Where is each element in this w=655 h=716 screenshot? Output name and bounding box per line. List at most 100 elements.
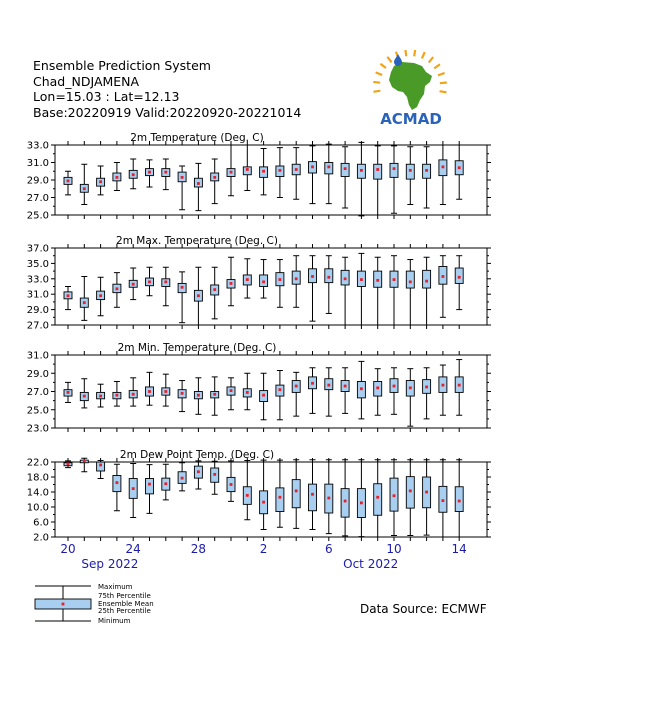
- mean-marker: [115, 393, 119, 397]
- iqr-box: [96, 461, 106, 472]
- x-month-label: Sep 2022: [81, 557, 138, 571]
- box-day-20: [373, 368, 383, 416]
- box-day-14: [275, 147, 285, 198]
- mean-marker: [164, 390, 168, 393]
- mean-marker: [197, 470, 200, 474]
- iqr-box: [308, 483, 317, 512]
- box-day-21: [389, 367, 399, 415]
- mean-marker: [164, 280, 168, 284]
- box-day-16: [308, 367, 317, 414]
- y-tick-label: 6.0: [33, 518, 49, 529]
- mean-marker: [343, 167, 347, 171]
- mean-marker: [441, 383, 445, 387]
- y-tick-label: 18.0: [27, 473, 49, 484]
- mean-marker: [294, 489, 298, 493]
- mean-marker: [180, 391, 184, 395]
- box-day-16: [308, 145, 317, 205]
- box-day-4: [112, 463, 122, 512]
- box-day-3: [96, 460, 106, 479]
- station-coordinates: Lon=15.03 : Lat=12.13: [33, 89, 180, 104]
- box-day-18: [340, 256, 350, 326]
- box-day-22: [405, 146, 415, 205]
- panel-title: 2m Dew Point Temp. (Deg. C): [120, 449, 274, 461]
- acmad-logo: ACMAD: [373, 50, 447, 128]
- mean-marker: [99, 294, 102, 298]
- box-day-6: [145, 464, 154, 514]
- box-day-8: [177, 165, 187, 211]
- mean-marker: [294, 277, 298, 281]
- box-day-23: [422, 146, 432, 209]
- legend-label-minimum: Minimum: [98, 617, 131, 625]
- mean-marker: [229, 170, 233, 174]
- x-tick-label: 14: [452, 542, 467, 556]
- box-day-13: [259, 372, 269, 421]
- box-day-10: [210, 158, 220, 205]
- box-day-17: [324, 459, 334, 535]
- mean-marker: [327, 496, 331, 500]
- mean-marker: [245, 493, 249, 497]
- box-day-11: [226, 460, 236, 502]
- box-day-24: [438, 364, 448, 416]
- y-tick-label: 23.0: [27, 424, 49, 435]
- y-tick-label: 29.0: [27, 305, 49, 316]
- box-day-2: [79, 457, 89, 473]
- box-day-22: [405, 259, 415, 326]
- y-tick-label: 27.0: [27, 387, 49, 398]
- iqr-box: [454, 486, 464, 512]
- mean-marker: [213, 175, 217, 179]
- box-day-11: [226, 377, 236, 411]
- box-day-9: [193, 266, 203, 326]
- box-day-22: [405, 368, 415, 427]
- mean-marker: [148, 280, 151, 284]
- mean-marker: [197, 294, 200, 298]
- box-day-24: [438, 255, 448, 318]
- box-day-9: [193, 162, 203, 212]
- mean-marker: [376, 278, 380, 282]
- mean-marker: [82, 459, 86, 463]
- box-day-12: [242, 372, 252, 411]
- water-drop-icon: [394, 54, 402, 66]
- mean-marker: [262, 280, 265, 284]
- africa-shape: [389, 62, 432, 110]
- iqr-box: [373, 483, 383, 516]
- box-day-18: [340, 367, 350, 414]
- box-day-25: [454, 255, 464, 311]
- mean-marker: [66, 294, 70, 298]
- box-day-25: [454, 144, 464, 200]
- mean-marker: [262, 169, 265, 173]
- iqr-box: [324, 268, 334, 284]
- iqr-box: [422, 269, 432, 289]
- iqr-box: [454, 267, 464, 284]
- mean-marker: [425, 385, 428, 389]
- box-day-5: [128, 267, 138, 301]
- mean-marker: [148, 170, 151, 174]
- box-day-5: [128, 158, 138, 190]
- mean-marker: [376, 386, 380, 390]
- box-day-15: [291, 147, 301, 200]
- y-tick-label: 25.0: [27, 405, 49, 416]
- iqr-box: [275, 487, 285, 512]
- mean-marker: [66, 462, 70, 466]
- mean-marker: [278, 278, 282, 281]
- mean-marker: [376, 168, 380, 171]
- mean-marker: [343, 384, 347, 388]
- box-day-15: [291, 255, 301, 308]
- mean-marker: [457, 166, 461, 170]
- mean-marker: [148, 390, 151, 393]
- box-day-7: [161, 373, 171, 407]
- mean-marker: [82, 394, 86, 398]
- mean-marker: [115, 175, 119, 179]
- box-day-8: [177, 271, 187, 324]
- box-day-19: [356, 252, 366, 326]
- box-day-8: [177, 380, 187, 413]
- box-day-21: [389, 255, 399, 326]
- mean-marker: [327, 165, 331, 169]
- box-day-3: [96, 383, 106, 408]
- mean-marker: [392, 167, 396, 171]
- mean-marker: [408, 386, 412, 390]
- box-day-19: [356, 360, 366, 420]
- mean-marker: [213, 392, 217, 396]
- mean-marker: [115, 481, 119, 485]
- box-day-19: [356, 459, 366, 538]
- mean-marker: [360, 168, 363, 172]
